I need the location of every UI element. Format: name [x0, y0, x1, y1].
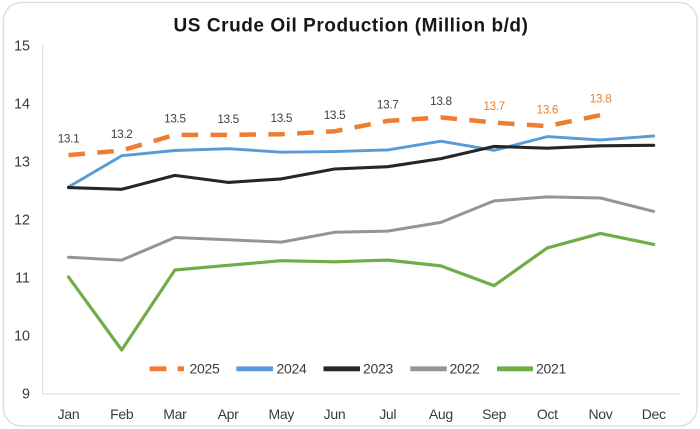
svg-text:Sep: Sep	[482, 406, 507, 422]
svg-text:13.5: 13.5	[164, 111, 186, 125]
svg-text:13.5: 13.5	[324, 108, 346, 122]
svg-text:13.7: 13.7	[483, 99, 505, 113]
svg-text:9: 9	[22, 387, 30, 403]
svg-text:May: May	[269, 406, 295, 422]
svg-text:Aug: Aug	[429, 406, 453, 422]
svg-text:13.1: 13.1	[58, 132, 80, 146]
svg-text:13: 13	[14, 155, 30, 171]
svg-text:13.6: 13.6	[537, 103, 559, 117]
svg-text:US Crude Oil Production (Milli: US Crude Oil Production (Million b/d)	[174, 16, 529, 37]
svg-text:Apr: Apr	[218, 406, 240, 422]
svg-text:12: 12	[14, 213, 30, 229]
svg-text:13.5: 13.5	[271, 111, 293, 125]
svg-text:15: 15	[14, 39, 30, 55]
svg-text:Nov: Nov	[589, 406, 613, 422]
svg-text:2022: 2022	[450, 361, 480, 377]
svg-text:Mar: Mar	[163, 406, 187, 422]
svg-text:2025: 2025	[190, 361, 220, 377]
svg-text:2021: 2021	[536, 361, 566, 377]
svg-text:14: 14	[14, 97, 30, 113]
svg-text:2023: 2023	[363, 361, 393, 377]
svg-text:13.8: 13.8	[590, 92, 612, 106]
svg-text:Jun: Jun	[324, 406, 346, 422]
svg-text:10: 10	[14, 329, 30, 345]
svg-text:Jan: Jan	[58, 406, 80, 422]
svg-text:11: 11	[15, 271, 30, 287]
svg-text:Oct: Oct	[537, 406, 558, 422]
svg-text:Jul: Jul	[379, 406, 396, 422]
svg-text:Feb: Feb	[110, 406, 134, 422]
svg-text:Dec: Dec	[642, 406, 666, 422]
svg-text:13.8: 13.8	[430, 94, 452, 108]
svg-text:13.2: 13.2	[111, 127, 133, 141]
svg-text:2024: 2024	[277, 361, 307, 377]
svg-text:13.7: 13.7	[377, 97, 399, 111]
svg-text:13.5: 13.5	[217, 112, 239, 126]
